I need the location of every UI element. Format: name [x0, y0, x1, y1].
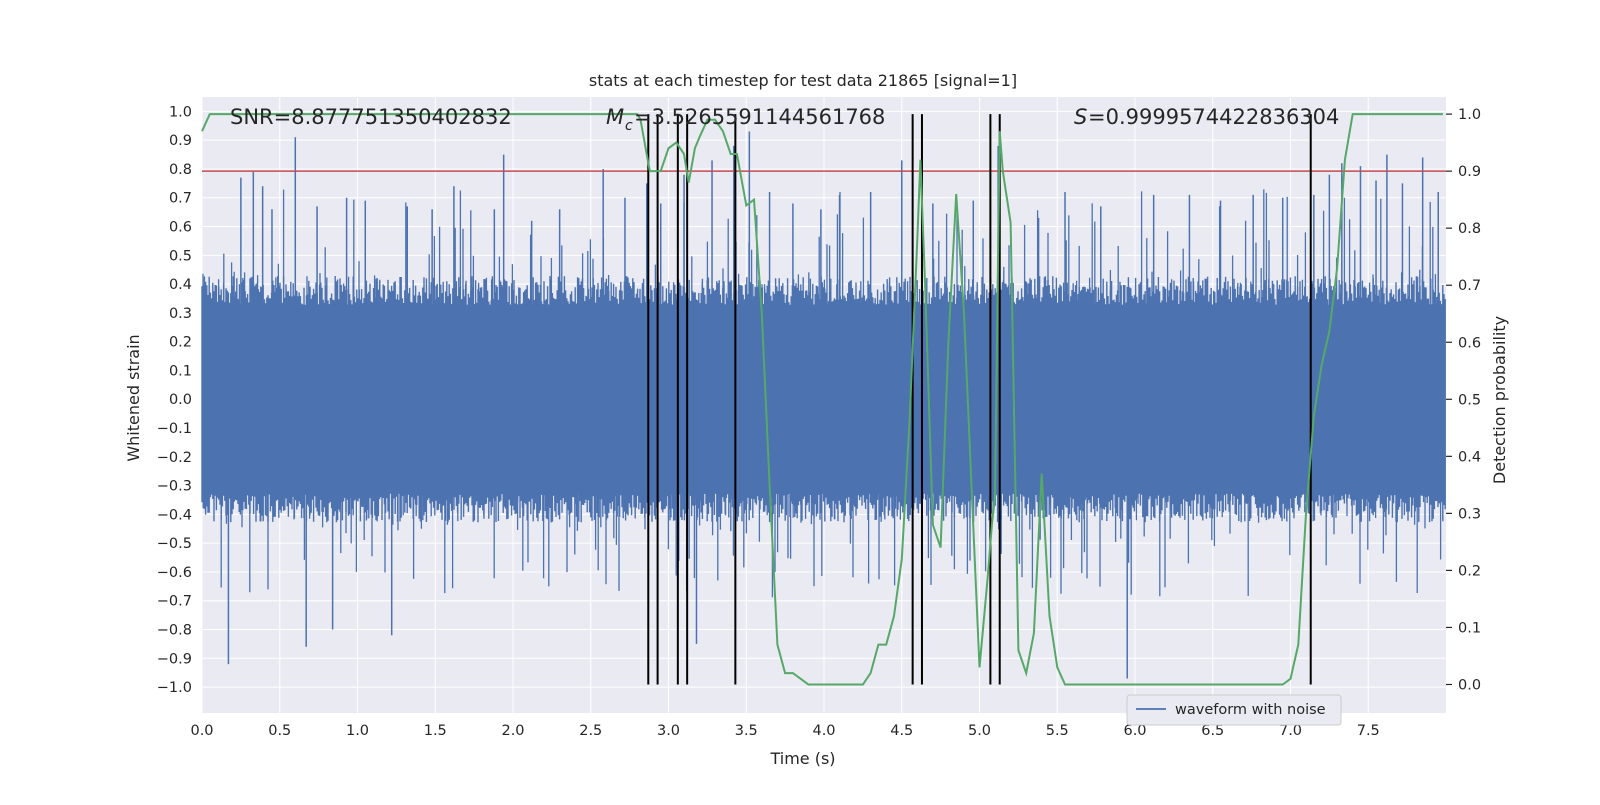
y-left-tick-label: −0.5 — [157, 536, 192, 552]
y-left-tick-label: −0.3 — [157, 479, 192, 495]
x-tick-label: 0.0 — [190, 723, 213, 739]
y-left-axis-ticks: 1.0 0.9 0.8 0.7 0.6 0.5 0.4 0.3 0.2 0.1 0.0 −0.1 −0.… — [157, 104, 192, 696]
x-tick-label: 3.5 — [735, 723, 758, 739]
chirp-mass-symbol: M — [606, 105, 624, 129]
y-left-tick-label: 0.3 — [169, 306, 192, 322]
chart-title: stats at each timestep for test data 218… — [589, 71, 1017, 90]
legend: waveform with noise — [1126, 694, 1342, 726]
y-left-tick-label: −0.6 — [157, 565, 192, 581]
y-left-tick-label: −0.9 — [157, 651, 192, 667]
x-tick-label: 7.0 — [1279, 723, 1302, 739]
s-value: =0.9999574422836304 — [1088, 105, 1339, 129]
waveform-spike-set — [202, 189, 1442, 598]
y-left-tick-label: −0.1 — [157, 421, 192, 437]
y-right-tick-label: 0.7 — [1458, 278, 1481, 294]
snr-annotation: SNR=8.877751350402832 — [230, 105, 512, 129]
y-left-tick-label: −0.4 — [157, 507, 192, 523]
y-left-tick-label: 0.5 — [169, 248, 192, 264]
x-tick-label: 2.0 — [501, 723, 524, 739]
y-left-tick-label: 0.2 — [169, 335, 192, 351]
x-tick-label: 5.0 — [968, 723, 991, 739]
x-axis-label: Time (s) — [769, 749, 835, 768]
y-left-tick-label: −0.8 — [157, 623, 192, 639]
y-right-tick-label: 0.5 — [1458, 392, 1481, 408]
x-tick-label: 5.5 — [1046, 723, 1069, 739]
y-right-tick-label: 0.3 — [1458, 506, 1481, 522]
s-symbol: S — [1074, 105, 1087, 129]
y-left-axis-label: Whitened strain — [124, 334, 143, 461]
chirp-mass-annotation: M c =3.5265591144561768 — [606, 105, 885, 134]
y-left-tick-label: 1.0 — [169, 104, 192, 120]
y-left-tick-label: −1.0 — [157, 680, 192, 696]
y-right-tick-label: 0.8 — [1458, 221, 1481, 237]
y-right-axis-ticks: 1.0 0.9 0.8 0.7 0.6 0.5 0.4 0.3 0.2 0.1 0.0 — [1446, 107, 1481, 693]
legend-box — [1126, 694, 1342, 726]
x-tick-label: 7.5 — [1357, 723, 1380, 739]
y-left-tick-label: 0.4 — [169, 277, 192, 293]
plot-area — [201, 113, 1446, 686]
x-tick-label: 4.0 — [812, 723, 835, 739]
y-left-tick-label: −0.2 — [157, 450, 192, 466]
y-left-tick-label: 0.1 — [169, 363, 192, 379]
y-left-tick-label: 0.9 — [169, 133, 192, 149]
waveform-spikes — [202, 189, 1442, 598]
x-tick-label: 3.0 — [657, 723, 680, 739]
y-right-tick-label: 0.9 — [1458, 164, 1481, 180]
x-tick-label: 4.5 — [890, 723, 913, 739]
y-left-tick-label: −0.7 — [157, 594, 192, 610]
x-tick-label: 6.0 — [1123, 723, 1146, 739]
y-right-tick-label: 0.2 — [1458, 563, 1481, 579]
y-right-axis-label: Detection probability — [1490, 316, 1509, 484]
x-tick-label: 1.0 — [346, 723, 369, 739]
chirp-mass-subscript: c — [625, 118, 633, 134]
detection-probability-line — [201, 113, 1443, 686]
waveform-peak-samples — [227, 131, 1439, 679]
x-tick-label: 0.5 — [268, 723, 291, 739]
x-tick-label: 1.5 — [424, 723, 447, 739]
y-right-tick-label: 0.6 — [1458, 335, 1481, 351]
y-right-tick-label: 0.0 — [1458, 677, 1481, 693]
y-left-tick-label: 0.6 — [169, 220, 192, 236]
waveform-core — [201, 276, 1446, 523]
y-left-tick-label: 0.8 — [169, 162, 192, 178]
legend-label: waveform with noise — [1175, 702, 1326, 718]
x-tick-label: 6.5 — [1201, 723, 1224, 739]
y-right-tick-label: 0.1 — [1458, 620, 1481, 636]
x-axis-ticks: 0.0 0.5 1.0 1.5 2.0 2.5 3.0 3.5 4.0 4.5 5.0 5.5 6.0 6… — [190, 723, 1379, 739]
y-right-tick-label: 1.0 — [1458, 107, 1481, 123]
y-left-tick-label: 0.7 — [169, 191, 192, 207]
s-annotation: S =0.9999574422836304 — [1074, 105, 1339, 129]
y-left-tick-label: 0.0 — [169, 392, 192, 408]
y-right-tick-label: 0.4 — [1458, 449, 1481, 465]
chirp-mass-value: =3.5265591144561768 — [634, 105, 885, 129]
x-tick-label: 2.5 — [579, 723, 602, 739]
